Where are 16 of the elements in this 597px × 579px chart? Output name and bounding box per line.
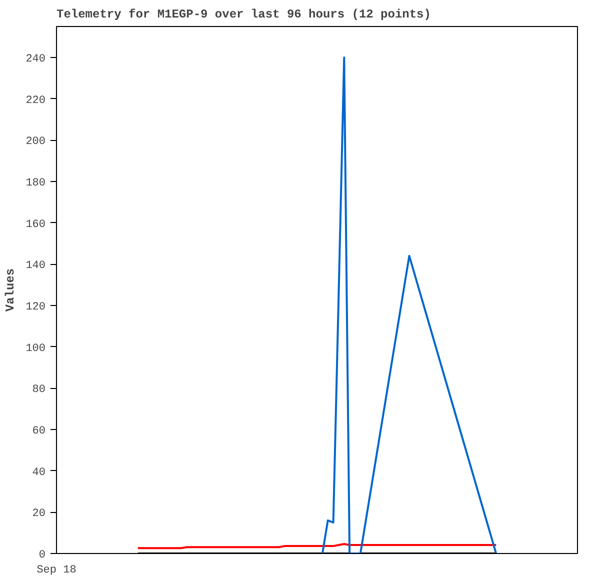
- chart-title: Telemetry for M1EGP-9 over last 96 hours (12 points): [56, 8, 431, 22]
- y-tick-label: 0: [38, 550, 46, 562]
- y-tick-label: 180: [26, 178, 46, 190]
- y-tick-label: 220: [26, 94, 46, 107]
- y-tick-label: 40: [32, 466, 46, 479]
- y-tick-label: 120: [26, 302, 46, 314]
- y-axis-title: Values: [4, 268, 18, 312]
- y-tick-label: 140: [26, 260, 46, 272]
- text: Sep 18: [36, 564, 76, 576]
- y-tick-label: 240: [26, 54, 46, 66]
- y-tick-label: 80: [32, 384, 46, 396]
- y-tick-label: 20: [32, 508, 46, 520]
- y-tick-label: 200: [26, 136, 46, 148]
- y-tick-label: 100: [26, 342, 46, 355]
- y-tick-label: 60: [32, 426, 46, 438]
- y-tick-label: 160: [26, 218, 46, 231]
